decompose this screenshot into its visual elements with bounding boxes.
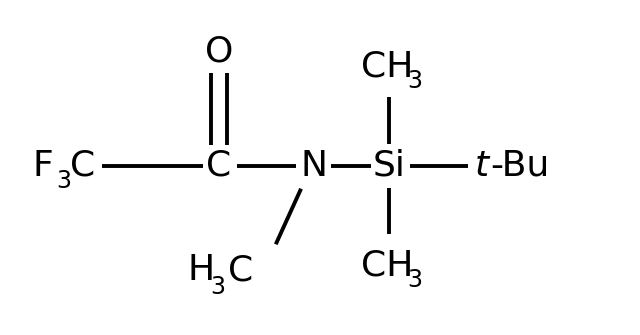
Text: N: N: [300, 149, 327, 183]
Text: F: F: [33, 149, 53, 183]
Text: O: O: [205, 35, 233, 69]
Text: H: H: [188, 253, 214, 287]
Text: 3: 3: [211, 275, 226, 299]
Text: C: C: [206, 149, 232, 183]
Text: CH: CH: [361, 49, 413, 83]
Text: C: C: [70, 149, 96, 183]
Text: 3: 3: [407, 268, 422, 292]
Text: 3: 3: [56, 169, 71, 193]
Text: CH: CH: [361, 249, 413, 282]
Text: t: t: [475, 149, 489, 183]
Text: C: C: [228, 253, 253, 287]
Text: -Bu: -Bu: [490, 149, 550, 183]
Text: 3: 3: [407, 69, 422, 93]
Text: Si: Si: [373, 149, 406, 183]
